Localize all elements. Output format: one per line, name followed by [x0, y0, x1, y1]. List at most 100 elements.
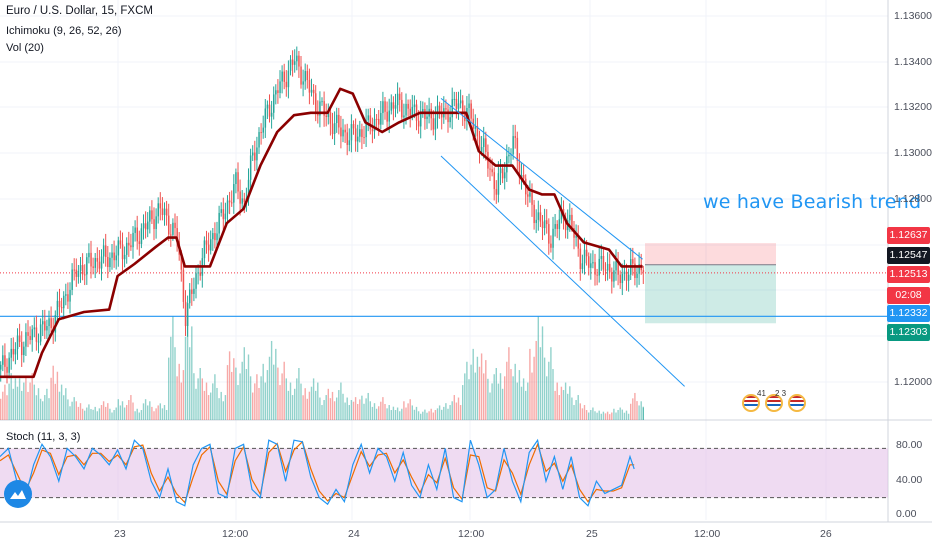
volume-bar [233, 358, 235, 420]
candle-body [279, 81, 281, 93]
candle-body [262, 127, 264, 133]
volume-bar [132, 402, 134, 420]
candle-body [182, 269, 185, 302]
channel-upper-line [440, 98, 643, 260]
candle-body [247, 179, 250, 199]
candle-body [470, 103, 472, 119]
candle-body [306, 71, 309, 81]
candle-body [560, 209, 563, 220]
candle-body [241, 198, 243, 204]
ichimoku-legend[interactable]: Ichimoku (9, 26, 52, 26) [6, 25, 122, 37]
volume-bar [224, 395, 227, 420]
volume-bar [518, 370, 521, 420]
volume-bar [497, 383, 500, 420]
candle-body [319, 101, 321, 116]
candle-body [249, 155, 252, 180]
volume-bar [501, 388, 504, 420]
candle-body [405, 103, 407, 116]
trend-annotation[interactable]: we have Bearish trend [703, 191, 922, 213]
candle-body [239, 191, 241, 204]
candle-body [445, 108, 447, 110]
volume-legend[interactable]: Vol (20) [6, 42, 44, 54]
volume-bar [73, 397, 75, 420]
volume-bar [485, 360, 487, 420]
us-flag-icon[interactable] [788, 394, 806, 412]
volume-bar [195, 388, 197, 420]
candle-body [237, 172, 239, 192]
volume-bar [84, 410, 86, 420]
candle-body [392, 102, 395, 109]
volume-bar [130, 395, 132, 420]
candle-body [619, 274, 621, 284]
volume-bar [365, 398, 367, 420]
stop-price-tag: 1.12637 [887, 227, 930, 244]
volume-bar [33, 384, 35, 420]
event-count: 2 3 [775, 389, 787, 398]
price-candles [0, 46, 645, 384]
volume-bar [168, 357, 170, 420]
stoch-legend[interactable]: Stoch (11, 3, 3) [6, 431, 81, 443]
candle-body [518, 161, 521, 178]
candle-body [226, 200, 229, 214]
candle-body [411, 106, 414, 116]
candle-body [128, 242, 130, 246]
candle-body [363, 137, 365, 139]
candle-body [56, 300, 59, 315]
volume-bar [417, 411, 420, 420]
volume-bar [491, 383, 493, 420]
candle-body [73, 269, 75, 271]
volume-bar [226, 365, 229, 420]
trend-channel [440, 98, 685, 387]
volume-bar [138, 412, 140, 420]
candle-body [541, 221, 544, 229]
volume-bar [60, 384, 63, 420]
candle-body [243, 198, 246, 203]
candle-body [189, 289, 191, 304]
candle-body [113, 252, 115, 261]
volume-bar [489, 392, 491, 420]
candle-body [58, 300, 61, 308]
volume-bar [415, 406, 418, 420]
candle-body [476, 126, 479, 137]
candle-body [583, 249, 586, 264]
volume-bar [483, 373, 485, 420]
volume-bar [394, 410, 397, 420]
candle-body [165, 208, 168, 216]
volume-bar [201, 378, 203, 420]
candle-body [312, 89, 315, 94]
candle-body [426, 116, 428, 119]
hline-price-tag: 1.12332 [887, 305, 930, 322]
volume-bar [65, 388, 67, 420]
candle-body [371, 129, 374, 132]
volume-bar [294, 388, 296, 420]
us-flag-icon[interactable] [765, 394, 783, 412]
volume-bar [151, 406, 153, 420]
volume-bar [405, 407, 407, 420]
volume-bar [10, 373, 12, 420]
us-flag-icon[interactable] [742, 394, 760, 412]
candle-body [399, 93, 401, 100]
volume-bar [430, 408, 432, 420]
symbol-title[interactable]: Euro / U.S. Dollar, 15, FXCM [6, 5, 153, 17]
volume-bar [539, 347, 542, 420]
volume-bar [63, 395, 65, 420]
candle-body [42, 321, 44, 325]
candle-body [291, 59, 294, 65]
tradingview-logo-icon[interactable] [4, 480, 32, 508]
candle-body [478, 136, 481, 152]
candle-body [163, 208, 166, 215]
volume-bar [373, 403, 376, 420]
volume-bar [594, 411, 596, 420]
candle-body [176, 228, 178, 242]
volume-bar [487, 378, 489, 420]
candle-body [203, 240, 206, 259]
volume-bar [508, 347, 510, 420]
candle-body [258, 132, 260, 148]
volume-bar [42, 401, 44, 420]
candle-body [340, 127, 342, 137]
candle-body [31, 329, 33, 340]
volume-bar [2, 391, 4, 420]
volume-bar [249, 376, 252, 420]
volume-bar [453, 395, 455, 420]
